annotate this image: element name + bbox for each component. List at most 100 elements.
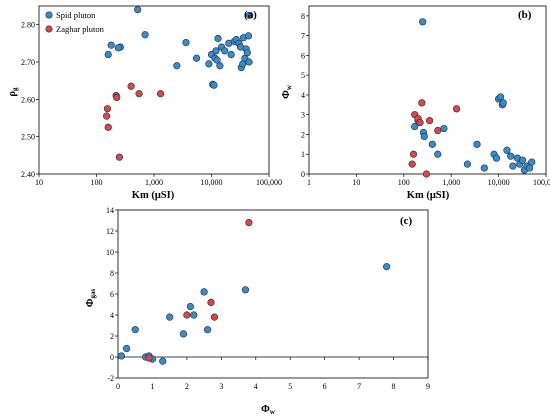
data-point-spid-pluton [241, 286, 250, 294]
data-point-spid-pluton [496, 93, 505, 101]
data-point-zaghar-pluton [422, 170, 431, 178]
panel-c-ylabel: Φgas [85, 289, 97, 308]
x-tick-label: 100 [398, 178, 410, 187]
legend-marker-zaghar [45, 25, 53, 33]
y-tick-label: 0 [110, 353, 114, 362]
data-point-spid-pluton [434, 150, 442, 158]
y-tick-label: 8 [110, 269, 114, 278]
data-point-spid-pluton [503, 146, 511, 154]
data-point-spid-pluton [173, 62, 181, 70]
data-point-zaghar-pluton [145, 354, 153, 362]
data-point-spid-pluton [104, 50, 112, 59]
y-tick-label: 2 [110, 332, 114, 341]
x-tick-label: 2 [185, 382, 189, 391]
data-point-zaghar-pluton [113, 93, 121, 102]
panel-c-label: (c) [400, 215, 413, 227]
y-tick-label: 6 [110, 290, 114, 299]
panel-a-label: (a) [244, 9, 257, 21]
legend-label-spid: Spid pluton [56, 10, 96, 20]
data-point-spid-pluton [200, 288, 208, 296]
panel-a: 10 100 1,000 10,000 100,000 2.40 2.50 2.60 2.70 2… [7, 5, 282, 201]
data-point-spid-pluton [216, 62, 224, 70]
data-point-zaghar-pluton [115, 153, 123, 161]
data-point-zaghar-pluton [104, 123, 112, 131]
y-tick-label: 2 [301, 130, 305, 139]
y-tick-label: 12 [106, 227, 114, 236]
data-point-spid-pluton [440, 124, 448, 133]
data-point-spid-pluton [117, 352, 126, 360]
panel-b-xlabel: Km (μSI) [407, 190, 450, 201]
x-tick-label: 1 [307, 178, 311, 187]
x-tick-label: 9 [426, 382, 430, 391]
y-tick-label: 8 [301, 12, 305, 21]
y-tick-label: 2.60 [21, 95, 35, 104]
data-point-spid-pluton [134, 6, 142, 14]
data-point-spid-pluton [192, 54, 201, 62]
data-point-zaghar-pluton [409, 150, 418, 158]
data-point-spid-pluton [428, 140, 436, 148]
data-point-zaghar-pluton [416, 119, 424, 127]
data-point-spid-pluton [525, 164, 534, 172]
data-point-spid-pluton [227, 50, 235, 59]
data-point-spid-pluton [186, 303, 194, 311]
x-tick-label: 1,000 [145, 178, 163, 187]
data-point-zaghar-pluton [418, 99, 426, 107]
data-point-spid-pluton [221, 47, 229, 55]
data-point-spid-pluton [203, 326, 212, 334]
data-point-spid-pluton [245, 58, 253, 66]
y-tick-label: 2.50 [21, 133, 35, 142]
x-tick-label: 1,000 [442, 178, 460, 187]
y-tick-label: 4 [110, 311, 114, 320]
data-point-spid-pluton [114, 44, 122, 52]
data-point-spid-pluton [213, 56, 221, 64]
data-point-spid-pluton [212, 47, 220, 55]
data-point-zaghar-pluton [103, 105, 112, 113]
legend-marker-spid [45, 11, 53, 19]
y-tick-label: -2 [107, 374, 114, 383]
x-tick-label: 4 [254, 382, 258, 391]
y-tick-label: 10 [106, 248, 114, 257]
data-point-zaghar-pluton [434, 126, 442, 135]
data-point-zaghar-pluton [453, 105, 461, 113]
panel-b-ylabel: Φw [281, 84, 293, 99]
x-tick-label: 8 [392, 382, 396, 391]
panel-c-xlabel: Φw [261, 404, 276, 416]
data-point-zaghar-pluton [135, 90, 143, 98]
x-tick-label: 5 [288, 382, 292, 391]
data-point-zaghar-pluton [245, 219, 253, 227]
x-tick-label: 0 [116, 382, 120, 391]
data-point-spid-pluton [528, 158, 536, 166]
data-point-spid-pluton [420, 132, 428, 141]
x-tick-label: 10,000 [201, 178, 223, 187]
data-point-spid-pluton [243, 49, 251, 57]
data-point-zaghar-pluton [425, 117, 434, 125]
panel-c-frame [117, 209, 429, 379]
data-point-spid-pluton [244, 32, 253, 40]
data-point-spid-pluton [411, 122, 419, 131]
panel-a-ylabel: ρg [7, 87, 19, 97]
x-tick-label: 6 [323, 382, 327, 391]
data-point-spid-pluton [518, 156, 527, 164]
y-tick-label: 0 [301, 170, 305, 179]
data-point-zaghar-pluton [156, 90, 165, 98]
data-point-spid-pluton [492, 154, 501, 162]
x-tick-label: 1 [150, 382, 154, 391]
data-point-spid-pluton [214, 34, 222, 43]
x-tick-label: 100 [91, 178, 103, 187]
data-point-spid-pluton [182, 38, 190, 47]
data-point-spid-pluton [159, 357, 167, 365]
data-point-spid-pluton [141, 31, 149, 39]
data-point-zaghar-pluton [127, 82, 135, 90]
y-tick-label: 7 [301, 32, 305, 41]
data-point-zaghar-pluton [408, 160, 416, 168]
data-point-spid-pluton [107, 41, 115, 49]
y-tick-label: 2.70 [21, 58, 35, 67]
data-point-zaghar-pluton [103, 112, 111, 120]
data-point-spid-pluton [179, 330, 188, 338]
x-tick-label: 7 [357, 382, 361, 391]
data-point-spid-pluton [383, 263, 391, 271]
data-point-spid-pluton [166, 313, 174, 321]
data-point-spid-pluton [463, 160, 472, 168]
